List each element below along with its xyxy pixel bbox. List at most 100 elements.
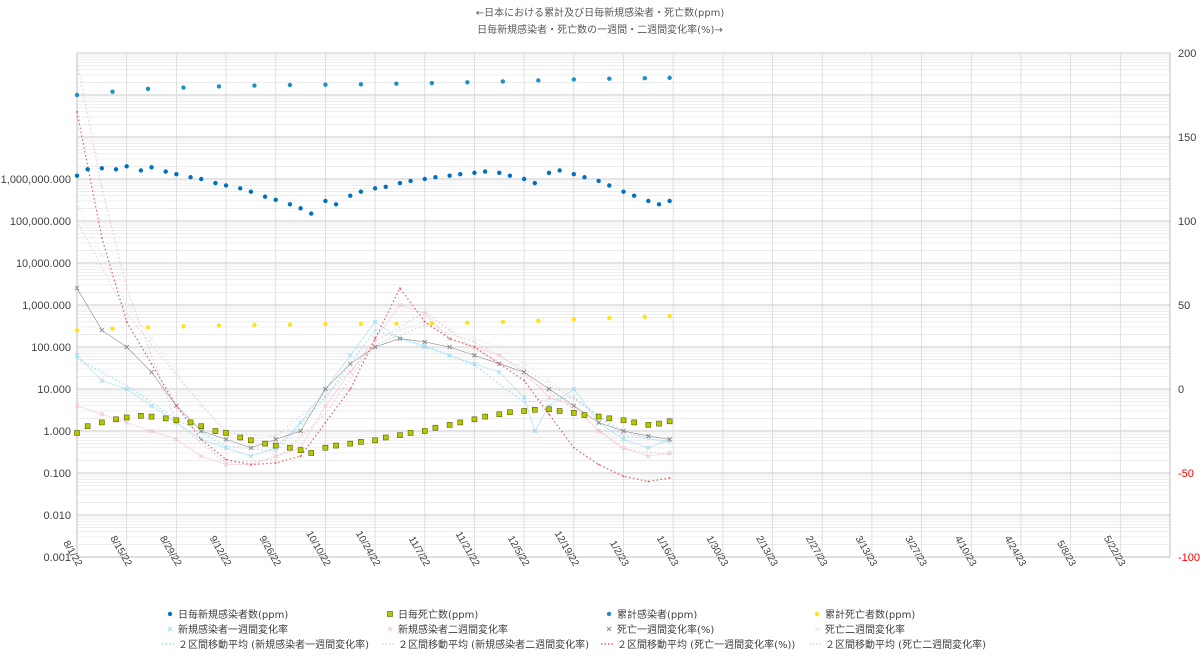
- data-point: [84, 423, 91, 430]
- data-point: [429, 320, 435, 326]
- data-point: [74, 353, 80, 358]
- data-point: [199, 176, 204, 182]
- data-point: [595, 413, 602, 420]
- data-point: [622, 431, 625, 434]
- data-point: [500, 79, 506, 84]
- x-tick-label: 4/10/23: [952, 534, 978, 569]
- data-point: [645, 422, 652, 428]
- data-point: [223, 437, 229, 442]
- y-left-tick-label: 0.100: [43, 468, 71, 480]
- data-point: [620, 417, 627, 424]
- data-point: [668, 477, 671, 479]
- data-point: [347, 353, 353, 358]
- y-left-tick-label: 100.000: [31, 342, 71, 354]
- data-point: [421, 428, 428, 434]
- data-point: [473, 341, 476, 343]
- data-point: [262, 440, 268, 447]
- data-point: [622, 448, 625, 451]
- data-point: [621, 445, 626, 451]
- x-tick-label: 3/13/23: [853, 534, 879, 569]
- data-point: [496, 353, 502, 358]
- data-point: [408, 178, 413, 184]
- data-point: [582, 175, 587, 180]
- data-point: [99, 419, 105, 426]
- data-point: [572, 446, 575, 449]
- x-tick-label: 4/24/23: [1002, 534, 1028, 569]
- legend-item: 累計死亡者数(ppm): [814, 608, 915, 621]
- data-point: [216, 84, 222, 89]
- legend-swatch: [387, 611, 393, 617]
- data-point: [374, 344, 376, 347]
- data-point: [622, 435, 625, 437]
- data-point: [308, 450, 315, 456]
- data-point: [333, 442, 339, 449]
- data-point: [249, 463, 252, 466]
- data-point: [372, 319, 378, 325]
- data-point: [523, 374, 526, 377]
- data-point: [74, 285, 80, 291]
- data-point: [124, 386, 130, 392]
- data-point: [149, 336, 154, 341]
- data-point: [531, 406, 538, 413]
- data-point: [125, 320, 128, 323]
- data-point: [298, 206, 303, 211]
- data-point: [394, 81, 399, 86]
- data-point: [148, 413, 155, 420]
- data-point: [422, 176, 427, 182]
- data-point: [523, 401, 526, 404]
- data-point: [521, 395, 527, 400]
- legend-item: ２区間移動平均 (新規感染者一週間変化率): [162, 638, 369, 651]
- data-point: [631, 419, 637, 426]
- data-point: [645, 433, 651, 439]
- data-point: [448, 337, 451, 340]
- legend-label: 累計死亡者数(ppm): [825, 608, 915, 621]
- data-point: [572, 396, 575, 399]
- data-point: [74, 328, 80, 333]
- data-point: [324, 413, 327, 416]
- data-point: [358, 189, 364, 194]
- data-point: [447, 344, 452, 350]
- data-point: [473, 346, 476, 348]
- data-point: [546, 406, 552, 413]
- data-point: [498, 362, 501, 365]
- data-point: [546, 170, 552, 176]
- data-point: [607, 183, 612, 188]
- legend-item: 累計感染者(ppm): [606, 608, 697, 621]
- x-tick-label: 12/19/22: [552, 529, 581, 569]
- x-tick-label: 10/24/22: [353, 529, 382, 569]
- y-right-tick-label: 50: [1178, 300, 1190, 312]
- data-point: [175, 374, 178, 377]
- data-point: [521, 176, 527, 182]
- data-point: [432, 424, 439, 431]
- y-left-tick-label: 0.010: [43, 510, 71, 522]
- data-point: [225, 445, 227, 448]
- data-point: [457, 419, 464, 426]
- data-point: [622, 475, 625, 478]
- data-point: [309, 211, 314, 216]
- legend-swatch: [387, 626, 393, 632]
- data-point: [323, 321, 328, 327]
- y-right-tick-label: 200: [1178, 48, 1196, 60]
- data-point: [125, 312, 128, 315]
- data-point: [273, 453, 279, 459]
- data-point: [198, 453, 204, 459]
- legend-item: ２区間移動平均 (死亡二週間変化率): [809, 638, 986, 651]
- data-point: [175, 404, 178, 407]
- data-point: [472, 336, 477, 341]
- data-point: [666, 418, 673, 425]
- data-point: [621, 189, 626, 194]
- data-point: [99, 252, 105, 257]
- data-point: [223, 183, 229, 188]
- data-point: [225, 462, 227, 464]
- data-point: [248, 437, 254, 444]
- data-point: [372, 186, 378, 191]
- data-point: [174, 437, 179, 442]
- data-point: [667, 314, 672, 319]
- series-11: [76, 220, 671, 444]
- data-point: [181, 85, 186, 90]
- data-point: [99, 411, 105, 417]
- data-point: [299, 455, 302, 458]
- legend-swatch: [167, 611, 173, 617]
- data-point: [532, 428, 538, 434]
- data-point: [76, 60, 78, 63]
